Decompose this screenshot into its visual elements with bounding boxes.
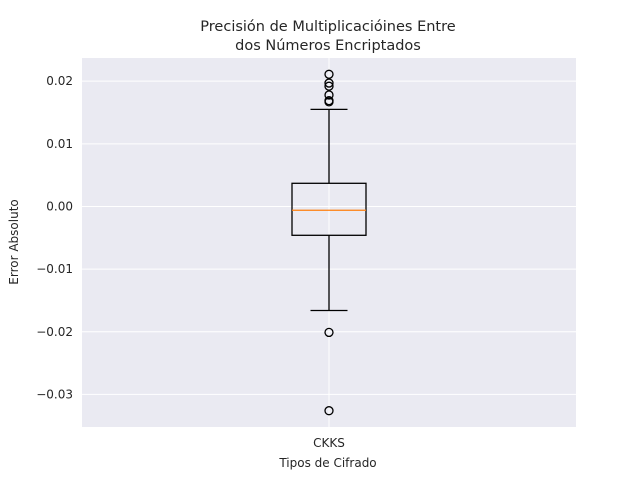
interquartile-box: [291, 182, 367, 236]
box-plot: [291, 69, 367, 416]
y-tick-label: 0.00: [46, 199, 73, 213]
y-tick-label: −0.03: [36, 387, 73, 401]
y-axis-label: Error Absoluto: [7, 199, 21, 284]
outlier-point: [324, 81, 334, 91]
chart-title-line-2: dos Números Encriptados: [235, 38, 421, 54]
x-tick-label: CKKS: [313, 436, 345, 450]
outlier-point: [324, 78, 334, 88]
outlier-point: [324, 69, 334, 79]
outlier-point: [324, 406, 334, 416]
x-axis-label: Tipos de Cifrado: [278, 456, 376, 470]
y-axis-ticks: −0.03 −0.02 −0.01 0.00 0.01 0.02: [36, 74, 73, 401]
y-tick-label: −0.01: [36, 262, 73, 276]
outlier-point: [324, 90, 334, 100]
outlier-point: [324, 97, 334, 107]
y-tick-label: 0.02: [46, 74, 73, 88]
outlier-point: [324, 327, 334, 338]
y-tick-label: −0.02: [36, 325, 73, 339]
x-axis-ticks: CKKS: [313, 436, 345, 450]
y-tick-label: 0.01: [46, 137, 73, 151]
chart-title-line-1: Precisión de Multiplicacióines Entre: [200, 19, 455, 35]
